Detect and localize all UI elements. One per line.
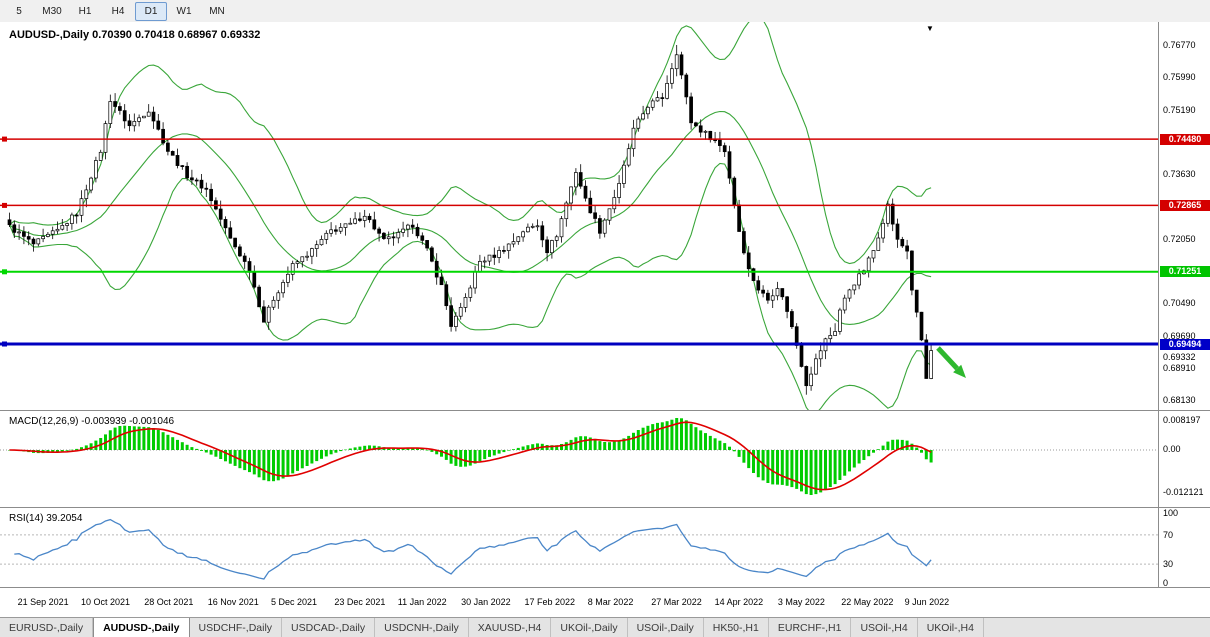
chart-tab-audusd-daily[interactable]: AUDUSD-,Daily xyxy=(93,618,190,637)
date-label: 5 Dec 2021 xyxy=(271,597,318,607)
timeframe-button-h1[interactable]: H1 xyxy=(78,5,92,17)
price-axis-label: 0.68910 xyxy=(1163,363,1196,373)
candlestick-chart[interactable] xyxy=(0,22,1158,410)
macd-axis[interactable]: 0.008197 0.00 -0.012121 xyxy=(1158,411,1210,508)
macd-label: MACD(12,26,9) -0.003939 -0.001046 xyxy=(9,416,175,427)
date-label: 22 May 2022 xyxy=(841,597,894,607)
date-label: 21 Sep 2021 xyxy=(17,597,69,607)
price-axis[interactable]: 0.76770 0.75990 0.75190 0.73630 0.72050 0.704… xyxy=(1158,22,1210,410)
price-axis-label: 0.70490 xyxy=(1163,298,1196,308)
chart-tab-eurusd-daily[interactable]: EURUSD-,Daily xyxy=(0,618,94,637)
price-level-badge: 0.71251 xyxy=(1160,266,1210,278)
candle-bodies-layer xyxy=(7,54,933,387)
date-label: 14 Apr 2022 xyxy=(714,597,764,607)
date-label: 28 Oct 2021 xyxy=(144,597,194,607)
date-label: 9 Jun 2022 xyxy=(904,597,950,607)
date-label: 30 Jan 2022 xyxy=(461,597,511,607)
price-axis-label: 0.69690 xyxy=(1163,330,1196,341)
macd-signal-line xyxy=(9,421,932,491)
date-label: 11 Jan 2022 xyxy=(397,597,447,607)
date-label: 27 Mar 2022 xyxy=(651,597,702,607)
bollinger-upper-band xyxy=(9,22,932,265)
chart-tabs-bar: EURUSD-,Daily AUDUSD-,Daily USDCHF-,Daily U… xyxy=(0,617,1210,637)
price-chart-panel: AUDUSD-,Daily 0.70390 0.70418 0.68967 0.… xyxy=(0,22,1210,410)
chart-tab-usoil-daily[interactable]: USOil-,Daily xyxy=(627,618,704,637)
date-label: 23 Dec 2021 xyxy=(334,597,386,607)
chart-tab-ukoil-daily[interactable]: UKOil-,Daily xyxy=(551,618,628,637)
bollinger-lower-band xyxy=(8,162,932,410)
macd-axis-label: 0.008197 xyxy=(1163,415,1201,425)
current-price-label: 0.69332 xyxy=(1163,351,1196,362)
date-label: 3 May 2022 xyxy=(777,597,825,607)
timeframe-button-mn[interactable]: MN xyxy=(209,5,225,17)
chart-tab-xauusd-h4[interactable]: XAUUSD-,H4 xyxy=(468,618,552,637)
price-axis-label: 0.68130 xyxy=(1163,395,1196,405)
macd-axis-label: 0.00 xyxy=(1163,444,1181,454)
chart-title: AUDUSD-,Daily 0.70390 0.70418 0.68967 0.… xyxy=(9,29,261,41)
timeframe-button-d1[interactable]: D1 xyxy=(135,1,167,21)
timeframe-button-5[interactable]: 5 xyxy=(16,5,22,17)
macd-panel: MACD(12,26,9) -0.003939 -0.001046 0.0081… xyxy=(0,410,1210,508)
candle-wicks-layer xyxy=(9,45,932,395)
chart-tab-eurchf-h1[interactable]: EURCHF-,H1 xyxy=(768,618,852,637)
timeframe-toolbar: 5 M30 H1 H4 D1 W1 MN xyxy=(0,0,1210,23)
chart-tab-usdchf-daily[interactable]: USDCHF-,Daily xyxy=(189,618,283,637)
price-level-badge: 0.74480 xyxy=(1160,133,1210,145)
rsi-chart[interactable] xyxy=(0,509,1158,588)
time-axis[interactable]: 21 Sep 2021 10 Oct 2021 28 Oct 2021 16 Nov … xyxy=(0,587,1210,618)
timeframe-button-m30[interactable]: M30 xyxy=(42,5,62,17)
rsi-line xyxy=(14,518,932,580)
chart-shift-marker-icon[interactable]: ▼ xyxy=(926,24,934,33)
rsi-axis-label: 100 xyxy=(1163,508,1179,518)
macd-axis-label: -0.012121 xyxy=(1163,487,1204,497)
rsi-axis-label: 30 xyxy=(1163,559,1174,570)
trend-arrow[interactable] xyxy=(936,346,966,378)
timeframe-button-w1[interactable]: W1 xyxy=(176,5,192,17)
macd-chart[interactable] xyxy=(0,412,1158,508)
date-label: 8 Mar 2022 xyxy=(587,597,634,607)
date-label: 16 Nov 2021 xyxy=(207,597,259,607)
chart-tab-usdcad-daily[interactable]: USDCAD-,Daily xyxy=(282,618,376,637)
rsi-axis-label: 70 xyxy=(1163,529,1174,540)
date-label: 10 Oct 2021 xyxy=(81,597,131,607)
rsi-panel: RSI(14) 39.2054 100 70 30 0 xyxy=(0,507,1210,588)
chart-tab-ukoil-h4[interactable]: UKOil-,H4 xyxy=(917,618,984,637)
date-label: 17 Feb 2022 xyxy=(524,597,576,607)
price-level-badge: 0.69494 xyxy=(1160,338,1210,350)
price-axis-label: 0.75990 xyxy=(1163,72,1196,82)
price-axis-label: 0.75190 xyxy=(1163,104,1196,115)
chart-tab-hk50-h1[interactable]: HK50-,H1 xyxy=(703,618,769,637)
price-level-badge: 0.72865 xyxy=(1160,199,1210,211)
rsi-label: RSI(14) 39.2054 xyxy=(9,513,83,524)
price-axis-label: 0.73630 xyxy=(1163,169,1196,179)
chart-tab-usdcnh-daily[interactable]: USDCNH-,Daily xyxy=(375,618,469,637)
rsi-axis[interactable]: 100 70 30 0 xyxy=(1158,508,1210,588)
price-axis-label: 0.76770 xyxy=(1163,40,1196,50)
timeframe-button-h4[interactable]: H4 xyxy=(111,5,125,17)
chart-tab-usoil-h4[interactable]: USOil-,H4 xyxy=(851,618,918,637)
price-axis-label: 0.72050 xyxy=(1163,233,1196,244)
rsi-axis-label: 0 xyxy=(1163,578,1169,588)
